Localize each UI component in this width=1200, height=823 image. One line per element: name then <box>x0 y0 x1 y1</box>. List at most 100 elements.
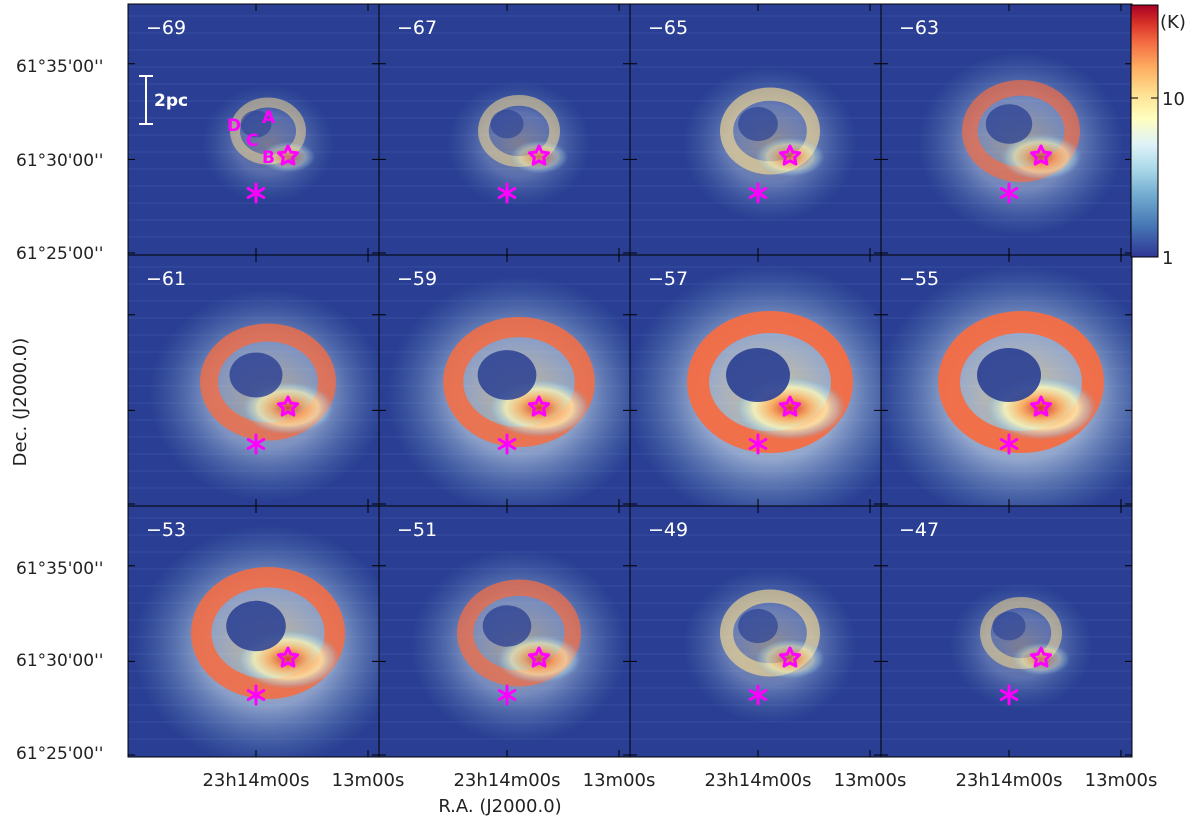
velocity-label: −65 <box>648 17 688 39</box>
star-marker <box>277 646 299 668</box>
ra-tick-14m: 23h14m00s <box>202 770 309 791</box>
region-label-d: D <box>227 116 241 136</box>
dec-tick-bottom: 61°25'00'' <box>16 244 103 264</box>
colorbar-tick-1: 1 <box>1162 248 1173 269</box>
cavity <box>992 611 1026 641</box>
channel-panel: −47 <box>881 506 1132 757</box>
velocity-label: −63 <box>899 17 939 39</box>
panel-frames <box>127 3 1133 758</box>
shell-ring <box>190 567 346 700</box>
channel-panel: −57 <box>630 255 881 506</box>
velocity-label: −67 <box>397 17 437 39</box>
asterisk-marker <box>246 182 266 204</box>
channel-panel: −49 <box>630 506 881 757</box>
shell-ring <box>938 311 1104 453</box>
cavity <box>226 600 286 652</box>
bright-arc <box>260 141 316 173</box>
asterisk-marker <box>748 684 768 706</box>
x-axis-label: R.A. (J2000.0) <box>438 796 561 817</box>
velocity-label: −69 <box>146 17 186 39</box>
velocity-label: −57 <box>648 268 688 290</box>
region-label-b: B <box>262 148 275 168</box>
colorbar-tick-10: 10 <box>1162 89 1185 110</box>
scale-bar: 2pc <box>139 75 188 125</box>
ra-tick-14m: 23h14m00s <box>453 770 560 791</box>
bright-arc <box>754 137 826 177</box>
colorbar: (K) 10 1 <box>1130 4 1186 269</box>
asterisk-marker <box>999 684 1019 706</box>
cavity <box>977 348 1041 402</box>
velocity-label: −53 <box>146 519 186 541</box>
shell-ring <box>443 316 595 448</box>
dec-tick-top-row3: 61°35'00'' <box>16 559 103 579</box>
region-label-c: C <box>246 131 258 151</box>
star-marker <box>528 646 550 668</box>
channel-panel: −53 <box>128 506 379 757</box>
asterisk-marker <box>497 182 517 204</box>
cavity <box>738 106 778 142</box>
dec-tick-middle-row3: 61°30'00'' <box>16 651 103 671</box>
star-marker <box>1030 646 1052 668</box>
bright-arc <box>754 639 826 679</box>
asterisk-marker <box>497 684 517 706</box>
asterisk-marker <box>748 433 768 455</box>
bright-arc <box>496 634 582 684</box>
channel-panel: −63 <box>881 4 1132 255</box>
velocity-label: −59 <box>397 268 437 290</box>
velocity-label: −51 <box>397 519 437 541</box>
star-marker <box>277 144 299 166</box>
star-marker <box>779 395 801 417</box>
cavity <box>229 352 283 398</box>
bright-arc <box>1011 642 1071 676</box>
channel-panel: −55 <box>881 255 1132 506</box>
asterisk-marker <box>999 182 1019 204</box>
channel-panel: −51 <box>379 506 630 757</box>
star-marker <box>277 395 299 417</box>
star-marker <box>528 395 550 417</box>
channel-panels: −69 −67 −65 −63 −61 −59 −57 −55 −53 −51 −49 −47 <box>128 4 1132 757</box>
asterisk-marker <box>246 433 266 455</box>
cavity <box>726 348 790 402</box>
scale-bar-label: 2pc <box>154 91 188 111</box>
emission-halo <box>447 80 591 208</box>
channel-panel: −65 <box>630 4 881 255</box>
ra-tick-13m: 13m00s <box>332 770 405 791</box>
star-marker <box>1030 395 1052 417</box>
velocity-label: −55 <box>899 268 939 290</box>
bright-arc <box>1000 133 1082 181</box>
velocity-label: −61 <box>146 268 186 290</box>
asterisk-marker <box>497 433 517 455</box>
star-marker <box>1030 144 1052 166</box>
bright-arc <box>509 140 569 174</box>
y-axis-label: Dec. (J2000.0) <box>10 338 31 467</box>
channel-panel: −67 <box>379 4 630 255</box>
region-label-a: A <box>262 108 276 128</box>
channel-panel: −61 <box>128 255 379 506</box>
asterisk-marker <box>748 182 768 204</box>
shell-ring <box>687 311 853 453</box>
ra-tick-14m: 23h14m00s <box>955 770 1062 791</box>
asterisk-marker <box>999 433 1019 455</box>
region-labels: A B C D <box>227 108 276 168</box>
star-marker <box>779 646 801 668</box>
cavity <box>477 350 537 400</box>
colorbar-unit: (K) <box>1160 12 1186 33</box>
colorbar-ramp <box>1130 4 1159 258</box>
asterisk-marker <box>246 684 266 706</box>
cavity <box>490 109 524 139</box>
ra-tick-13m: 13m00s <box>1085 770 1158 791</box>
cavity <box>738 608 778 644</box>
cavity <box>482 605 532 647</box>
ra-tick-13m: 13m00s <box>583 770 656 791</box>
dec-tick-top: 61°35'00'' <box>16 57 103 77</box>
dec-tick-bottom-row3: 61°25'00'' <box>16 744 103 764</box>
velocity-label: −47 <box>899 519 939 541</box>
ra-tick-13m: 13m00s <box>834 770 907 791</box>
cavity <box>985 104 1033 144</box>
star-marker <box>779 144 801 166</box>
cavity <box>240 110 272 138</box>
star-marker <box>528 144 550 166</box>
ra-tick-labels: 23h14m00s 13m00s 23h14m00s 13m00s 23h14m00s 1… <box>202 770 1157 791</box>
dec-tick-middle: 61°30'00'' <box>16 151 103 171</box>
